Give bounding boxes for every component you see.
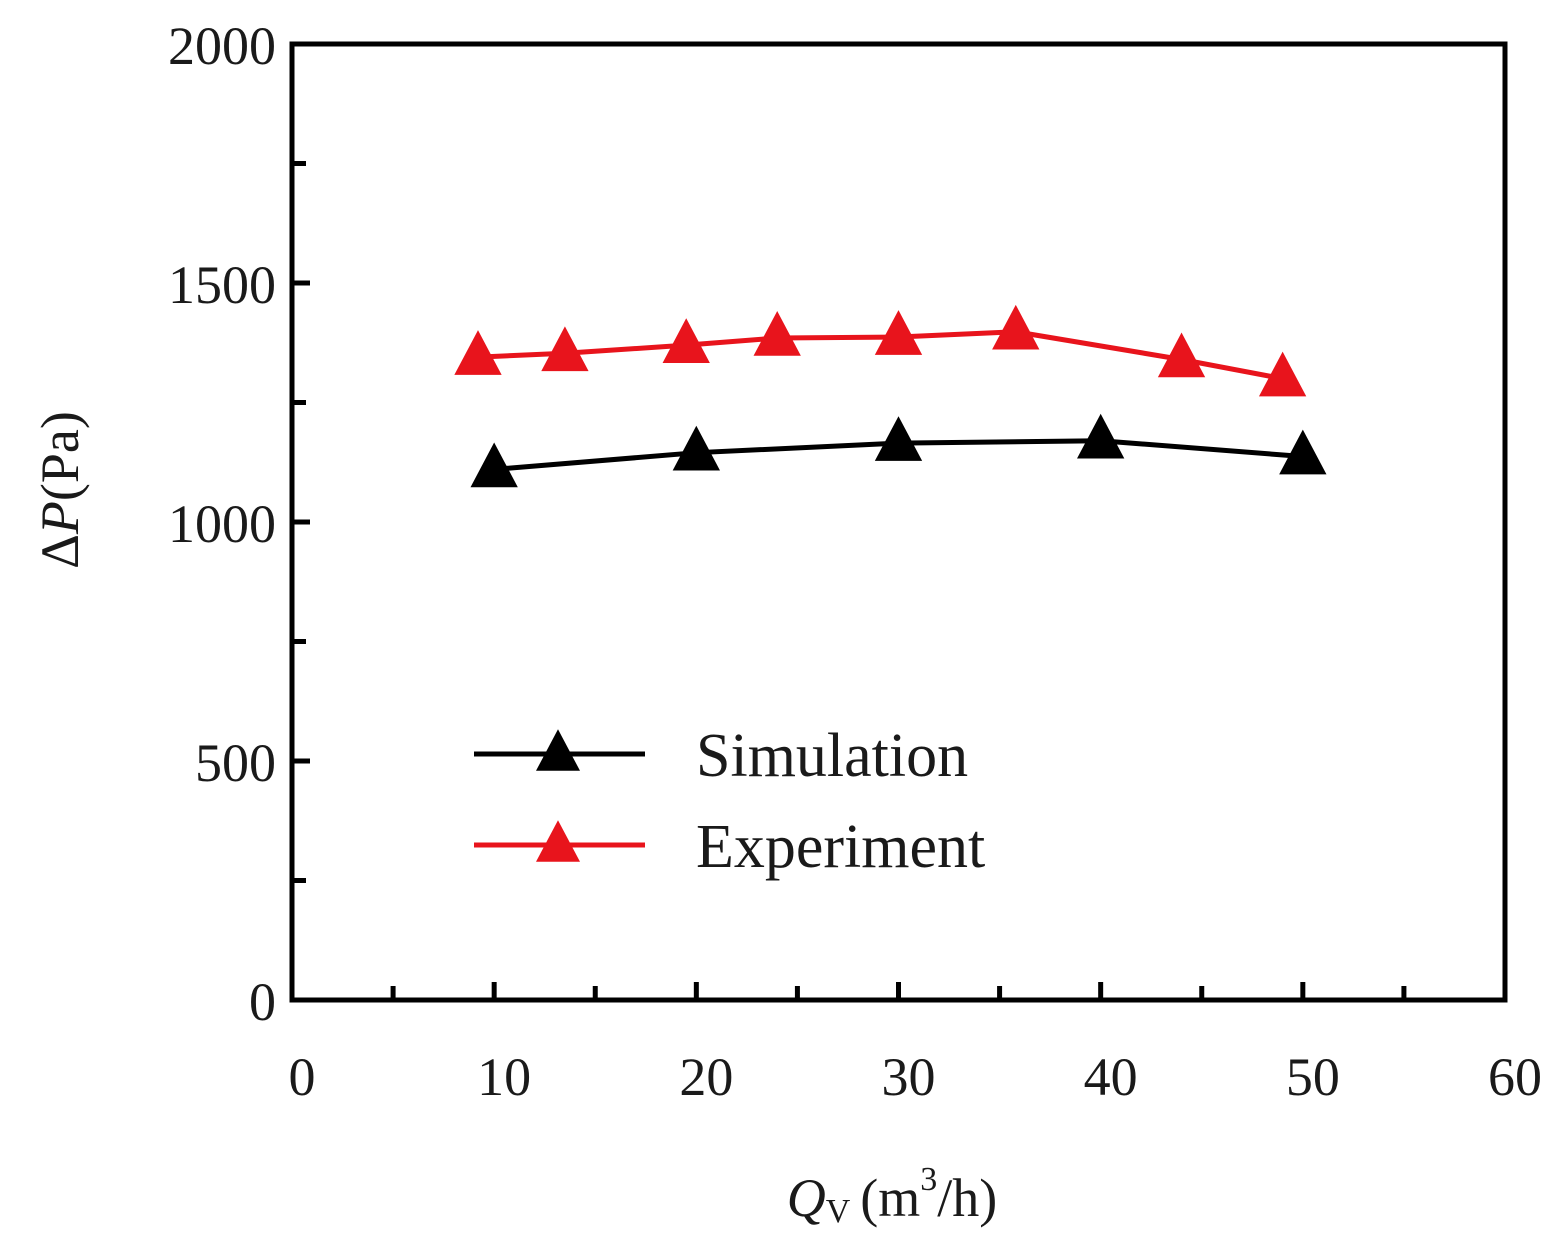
data-point-experiment	[662, 318, 710, 363]
data-point-experiment	[1258, 351, 1307, 397]
x-axis-label-unit-open: (m	[860, 1168, 920, 1228]
data-point-experiment	[541, 326, 589, 372]
x-tick-label: 20	[679, 1047, 733, 1107]
x-tick-label: 50	[1286, 1047, 1340, 1107]
y-tick-label: 0	[249, 972, 276, 1032]
y-tick-label: 1500	[168, 255, 276, 315]
series-layer	[454, 304, 1327, 488]
legend-label-simulation: Simulation	[696, 722, 968, 790]
axis-labels: ΔP(Pa) QV (m3/h)	[30, 411, 997, 1230]
x-axis-label-symbol: Q	[787, 1168, 826, 1228]
y-axis-label: ΔP(Pa)	[30, 411, 90, 569]
x-axis-label-unit-close: /h)	[937, 1168, 997, 1228]
data-point-simulation	[672, 425, 720, 471]
legend-marker-experiment	[536, 820, 580, 862]
legend-label-experiment: Experiment	[696, 813, 985, 881]
data-point-simulation	[1077, 413, 1125, 459]
data-point-simulation	[874, 416, 923, 461]
legend-marker-simulation	[536, 729, 580, 771]
x-tick-label: 10	[477, 1047, 531, 1107]
y-tick-label: 500	[195, 733, 276, 793]
axes: 0 10 20 30 40 50 60 0 500 1000 1500 2000	[168, 16, 1542, 1107]
data-point-experiment	[454, 330, 502, 375]
x-axis-label-superscript: 3	[920, 1161, 937, 1198]
data-point-experiment	[874, 310, 923, 355]
legend: Simulation Experiment	[474, 722, 985, 881]
y-tick-label: 2000	[168, 16, 276, 76]
x-tick-label: 40	[1084, 1047, 1138, 1107]
data-point-experiment	[1157, 332, 1206, 378]
data-point-experiment	[753, 311, 801, 356]
data-point-experiment	[992, 304, 1040, 350]
data-point-simulation	[1279, 429, 1327, 475]
y-axis-label-delta: Δ	[30, 534, 90, 569]
data-point-simulation	[470, 442, 518, 488]
x-axis-label-subscript: V	[826, 1193, 851, 1230]
series-line-experiment	[477, 329, 1284, 382]
x-tick-label: 0	[289, 1047, 316, 1107]
y-axis-label-unit: (Pa)	[30, 411, 90, 501]
y-axis-label-symbol: P	[30, 501, 90, 535]
x-tick-label: 60	[1488, 1047, 1542, 1107]
x-tick-label: 30	[882, 1047, 936, 1107]
x-axis-label: QV (m3/h)	[787, 1161, 998, 1230]
y-tick-label: 1000	[168, 494, 276, 554]
